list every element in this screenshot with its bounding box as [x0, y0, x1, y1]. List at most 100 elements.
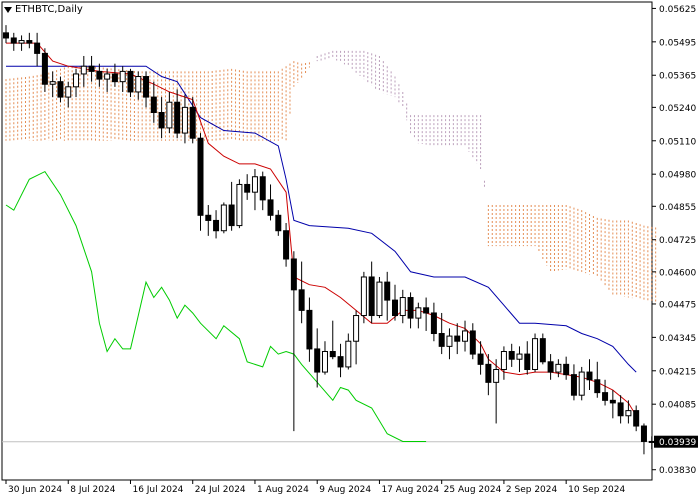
x-tick-label: 10 Sep 2024 [568, 485, 625, 495]
current-price-box [654, 435, 698, 448]
candle [485, 354, 492, 396]
candle [244, 174, 251, 200]
candle-body [174, 101, 181, 134]
current-price-label: 0.03939 [659, 438, 696, 448]
dropdown-triangle-icon[interactable] [4, 6, 12, 13]
candle [345, 333, 352, 370]
candle-body [532, 338, 539, 370]
candle-body [648, 440, 655, 443]
candle [73, 68, 80, 98]
candle-body [500, 351, 507, 370]
candle-body [384, 281, 391, 301]
candle [135, 71, 142, 100]
candle [18, 35, 25, 51]
candle [407, 292, 414, 329]
candle [617, 395, 624, 424]
candle-body [267, 199, 274, 216]
candle-body [609, 399, 616, 404]
candle-body [524, 353, 531, 370]
candle [314, 328, 321, 388]
candle [57, 76, 64, 103]
y-tick-label: 0.05240 [659, 104, 696, 114]
candle [143, 71, 150, 108]
y-tick-label: 0.04855 [659, 203, 696, 213]
chart-title-bar: ETHBTC,Daily [4, 4, 83, 15]
candle-body [477, 353, 484, 365]
candle-body [73, 73, 80, 88]
candle [500, 346, 507, 380]
y-tick-label: 0.04725 [659, 236, 696, 246]
x-tick-label: 16 Jul 2024 [132, 485, 183, 495]
candle [555, 359, 562, 378]
candle [578, 366, 585, 401]
x-tick-label: 17 Aug 2024 [381, 485, 439, 495]
candle-body [376, 281, 383, 317]
x-tick-label: 30 Jun 2024 [8, 485, 62, 495]
candle [454, 323, 461, 355]
candle-body [88, 65, 95, 72]
y-tick-label: 0.04600 [659, 268, 696, 278]
candle [189, 97, 196, 144]
chikou-span-line [5, 170, 427, 442]
candle [563, 356, 570, 380]
candle [625, 400, 632, 424]
candle-body [415, 307, 422, 319]
x-tick-label: 1 Aug 2024 [257, 485, 309, 495]
candle [228, 181, 235, 231]
y-tick-label: 0.03830 [659, 466, 696, 476]
candle-body [555, 363, 562, 373]
candle [275, 210, 282, 236]
candle [516, 346, 523, 373]
candle-body [578, 371, 585, 396]
candle-body [360, 276, 367, 317]
candle-body [586, 371, 593, 381]
candle-body [26, 40, 33, 44]
candle-body [430, 312, 437, 335]
candle [127, 68, 134, 98]
x-tick-label: 24 Jul 2024 [195, 485, 246, 495]
y-tick-label: 0.04085 [659, 401, 696, 411]
candle [462, 320, 469, 352]
candle [337, 343, 344, 378]
candle [205, 205, 212, 236]
candle-body [462, 330, 469, 342]
candle [469, 323, 476, 360]
candle [594, 361, 601, 398]
candle-body [446, 335, 453, 347]
candle-body [111, 73, 118, 83]
candle [321, 341, 328, 375]
candle-body [275, 214, 282, 232]
candle-body [602, 392, 609, 401]
candle [251, 169, 258, 211]
candle-body [290, 258, 297, 291]
candle-body [251, 176, 258, 193]
candle-body [3, 32, 9, 39]
candle-body [407, 297, 414, 319]
candle-body [485, 363, 492, 383]
candle [290, 251, 297, 432]
y-tick-label: 0.05110 [659, 137, 696, 147]
candle-body [617, 402, 624, 417]
candle [532, 333, 539, 373]
candle [150, 81, 157, 123]
x-tick-label: 9 Aug 2024 [319, 485, 371, 495]
y-tick-label: 0.05495 [659, 38, 696, 48]
x-tick-label: 25 Aug 2024 [444, 485, 502, 495]
candle-body [10, 37, 17, 44]
y-tick-label: 0.05625 [659, 5, 696, 15]
candle-body [594, 379, 601, 394]
candle [213, 210, 220, 239]
candle-body [259, 176, 266, 201]
candle-body [236, 183, 243, 227]
candle-body [143, 76, 150, 98]
candle [640, 423, 647, 455]
candle [633, 405, 640, 432]
y-tick-label: 0.04215 [659, 367, 696, 377]
candle-body [508, 351, 515, 360]
candle-body [244, 183, 251, 193]
candle-body [539, 338, 546, 363]
candle-body [633, 410, 640, 427]
candle-body [547, 361, 554, 373]
